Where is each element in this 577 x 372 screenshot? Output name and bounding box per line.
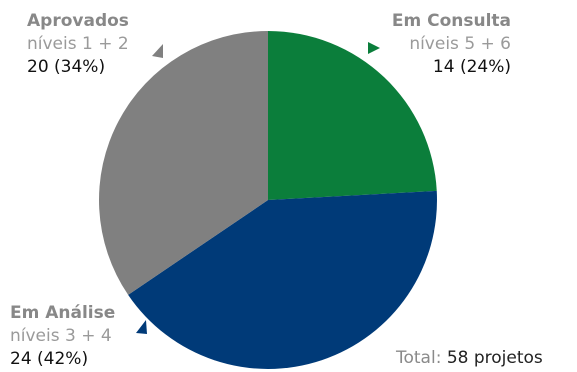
marker-em-consulta-icon bbox=[368, 42, 380, 54]
label-em-analise: Em Análise níveis 3 + 4 24 (42%) bbox=[10, 302, 115, 371]
label-aprovados: Aprovados níveis 1 + 2 20 (34%) bbox=[27, 10, 129, 79]
pie-slice-em-analise bbox=[128, 190, 437, 369]
label-em-consulta-levels: níveis 5 + 6 bbox=[409, 34, 511, 54]
label-em-consulta-value: 14 (24%) bbox=[432, 57, 511, 77]
marker-aprovados-icon bbox=[152, 44, 163, 58]
pie-slice-aprovados bbox=[98, 31, 268, 295]
label-em-analise-name: Em Análise bbox=[10, 303, 116, 323]
pie-slices bbox=[98, 31, 437, 369]
label-em-analise-value: 24 (42%) bbox=[10, 349, 89, 369]
total-label: Total: 58 projetos bbox=[396, 348, 543, 368]
label-em-consulta-name: Em Consulta bbox=[391, 11, 511, 31]
total-caption: Total: bbox=[396, 348, 442, 368]
label-em-consulta: Em Consulta níveis 5 + 6 14 (24%) bbox=[392, 10, 511, 79]
label-aprovados-value: 20 (34%) bbox=[27, 57, 106, 77]
marker-em-analise-icon bbox=[136, 320, 147, 334]
pie-slice-em-consulta bbox=[268, 31, 437, 200]
label-markers bbox=[136, 42, 380, 334]
total-value: 58 projetos bbox=[446, 348, 543, 368]
label-aprovados-levels: níveis 1 + 2 bbox=[27, 34, 129, 54]
label-em-analise-levels: níveis 3 + 4 bbox=[10, 326, 112, 346]
label-aprovados-name: Aprovados bbox=[27, 11, 129, 31]
